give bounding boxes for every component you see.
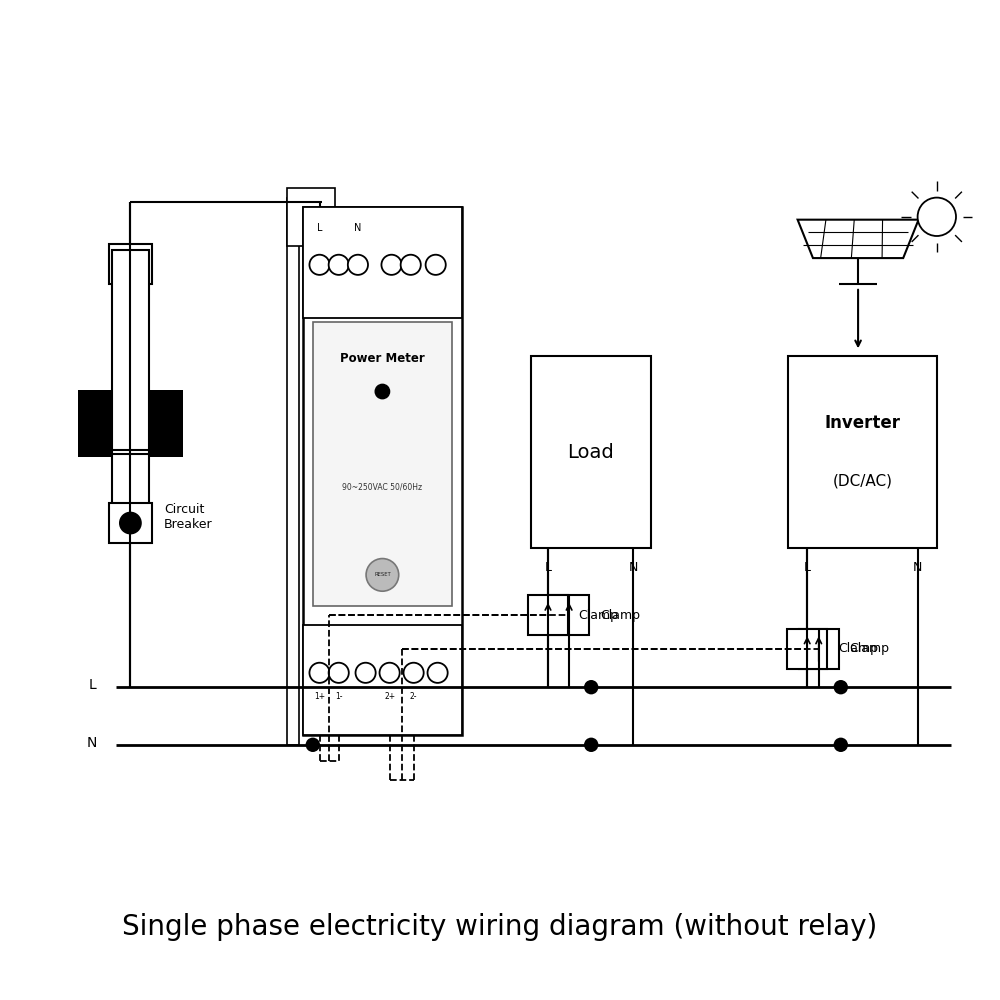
Bar: [787, 629, 827, 669]
Bar: [109, 244, 152, 284]
Bar: [109, 503, 152, 543]
Text: 1+: 1+: [314, 692, 325, 701]
Circle shape: [329, 663, 349, 683]
Bar: [531, 356, 651, 548]
Text: 2+: 2+: [384, 692, 395, 701]
Circle shape: [306, 680, 320, 694]
Text: Power Meter: Power Meter: [340, 352, 425, 365]
Bar: [549, 595, 589, 635]
Circle shape: [380, 663, 400, 683]
Bar: [303, 207, 462, 735]
Text: 1-: 1-: [335, 692, 342, 701]
Circle shape: [584, 738, 598, 752]
Text: Clamp: Clamp: [838, 642, 878, 655]
Circle shape: [309, 663, 330, 683]
Text: Circuit
Breaker: Circuit Breaker: [164, 503, 213, 531]
Circle shape: [404, 663, 424, 683]
Text: N: N: [629, 561, 638, 574]
Circle shape: [120, 512, 141, 534]
Text: N: N: [913, 561, 922, 574]
Text: L: L: [544, 561, 552, 574]
Bar: [78, 390, 183, 457]
Circle shape: [428, 663, 448, 683]
Circle shape: [375, 384, 390, 399]
Circle shape: [348, 255, 368, 275]
Circle shape: [918, 198, 956, 236]
Bar: [303, 207, 462, 318]
Text: Clamp: Clamp: [849, 642, 889, 655]
Bar: [303, 625, 462, 735]
Circle shape: [834, 680, 848, 694]
Text: Clamp: Clamp: [600, 609, 640, 622]
Polygon shape: [798, 220, 919, 258]
Text: RESET: RESET: [374, 572, 391, 577]
Circle shape: [401, 255, 421, 275]
Text: N: N: [354, 223, 362, 233]
Text: N: N: [87, 736, 97, 750]
Circle shape: [306, 738, 320, 752]
Circle shape: [366, 559, 399, 591]
Bar: [287, 188, 335, 246]
Circle shape: [356, 663, 376, 683]
Text: Load: Load: [567, 442, 614, 462]
Circle shape: [381, 255, 402, 275]
Bar: [788, 356, 937, 548]
Circle shape: [329, 255, 349, 275]
Circle shape: [426, 255, 446, 275]
Text: L: L: [88, 678, 96, 692]
Circle shape: [309, 255, 330, 275]
Text: Inverter: Inverter: [824, 414, 900, 432]
Bar: [287, 198, 299, 745]
Text: Clamp: Clamp: [579, 609, 619, 622]
Text: L: L: [317, 223, 322, 233]
Text: (DC/AC): (DC/AC): [832, 473, 892, 488]
Bar: [112, 250, 149, 534]
Text: Single phase electricity wiring diagram (without relay): Single phase electricity wiring diagram …: [122, 913, 878, 941]
Bar: [313, 322, 452, 606]
Text: 2-: 2-: [410, 692, 417, 701]
Text: 90~250VAC 50/60Hz: 90~250VAC 50/60Hz: [342, 482, 422, 491]
Bar: [528, 595, 568, 635]
Circle shape: [834, 738, 848, 752]
Circle shape: [584, 680, 598, 694]
Circle shape: [120, 252, 141, 273]
Bar: [799, 629, 839, 669]
Text: L: L: [804, 561, 811, 574]
